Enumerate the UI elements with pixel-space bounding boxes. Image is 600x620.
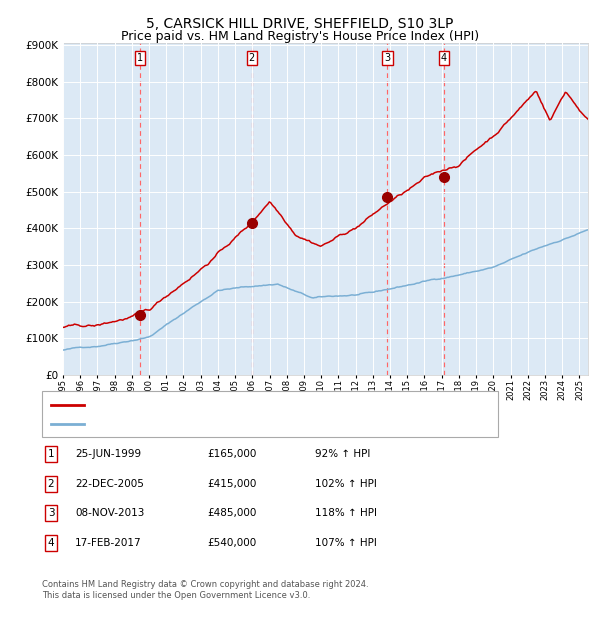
Text: 102% ↑ HPI: 102% ↑ HPI [315,479,377,489]
Text: 92% ↑ HPI: 92% ↑ HPI [315,449,370,459]
Text: This data is licensed under the Open Government Licence v3.0.: This data is licensed under the Open Gov… [42,591,310,600]
Text: 1: 1 [47,449,55,459]
Text: 22-DEC-2005: 22-DEC-2005 [75,479,144,489]
Text: 08-NOV-2013: 08-NOV-2013 [75,508,145,518]
Text: 118% ↑ HPI: 118% ↑ HPI [315,508,377,518]
Text: 107% ↑ HPI: 107% ↑ HPI [315,538,377,548]
Text: £415,000: £415,000 [207,479,256,489]
Text: HPI: Average price, detached house, Sheffield: HPI: Average price, detached house, Shef… [87,419,311,429]
Text: £540,000: £540,000 [207,538,256,548]
Text: £165,000: £165,000 [207,449,256,459]
Text: 17-FEB-2017: 17-FEB-2017 [75,538,142,548]
Text: Price paid vs. HM Land Registry's House Price Index (HPI): Price paid vs. HM Land Registry's House … [121,30,479,43]
Text: 25-JUN-1999: 25-JUN-1999 [75,449,141,459]
Text: 5, CARSICK HILL DRIVE, SHEFFIELD, S10 3LP (detached house): 5, CARSICK HILL DRIVE, SHEFFIELD, S10 3L… [87,401,393,410]
Text: 3: 3 [47,508,55,518]
Text: 1: 1 [137,53,143,63]
Text: 3: 3 [385,53,391,63]
Text: Contains HM Land Registry data © Crown copyright and database right 2024.: Contains HM Land Registry data © Crown c… [42,580,368,588]
Text: 2: 2 [249,53,255,63]
Text: 5, CARSICK HILL DRIVE, SHEFFIELD, S10 3LP: 5, CARSICK HILL DRIVE, SHEFFIELD, S10 3L… [146,17,454,32]
Text: £485,000: £485,000 [207,508,256,518]
Text: 4: 4 [440,53,447,63]
Text: 2: 2 [47,479,55,489]
Text: 4: 4 [47,538,55,548]
